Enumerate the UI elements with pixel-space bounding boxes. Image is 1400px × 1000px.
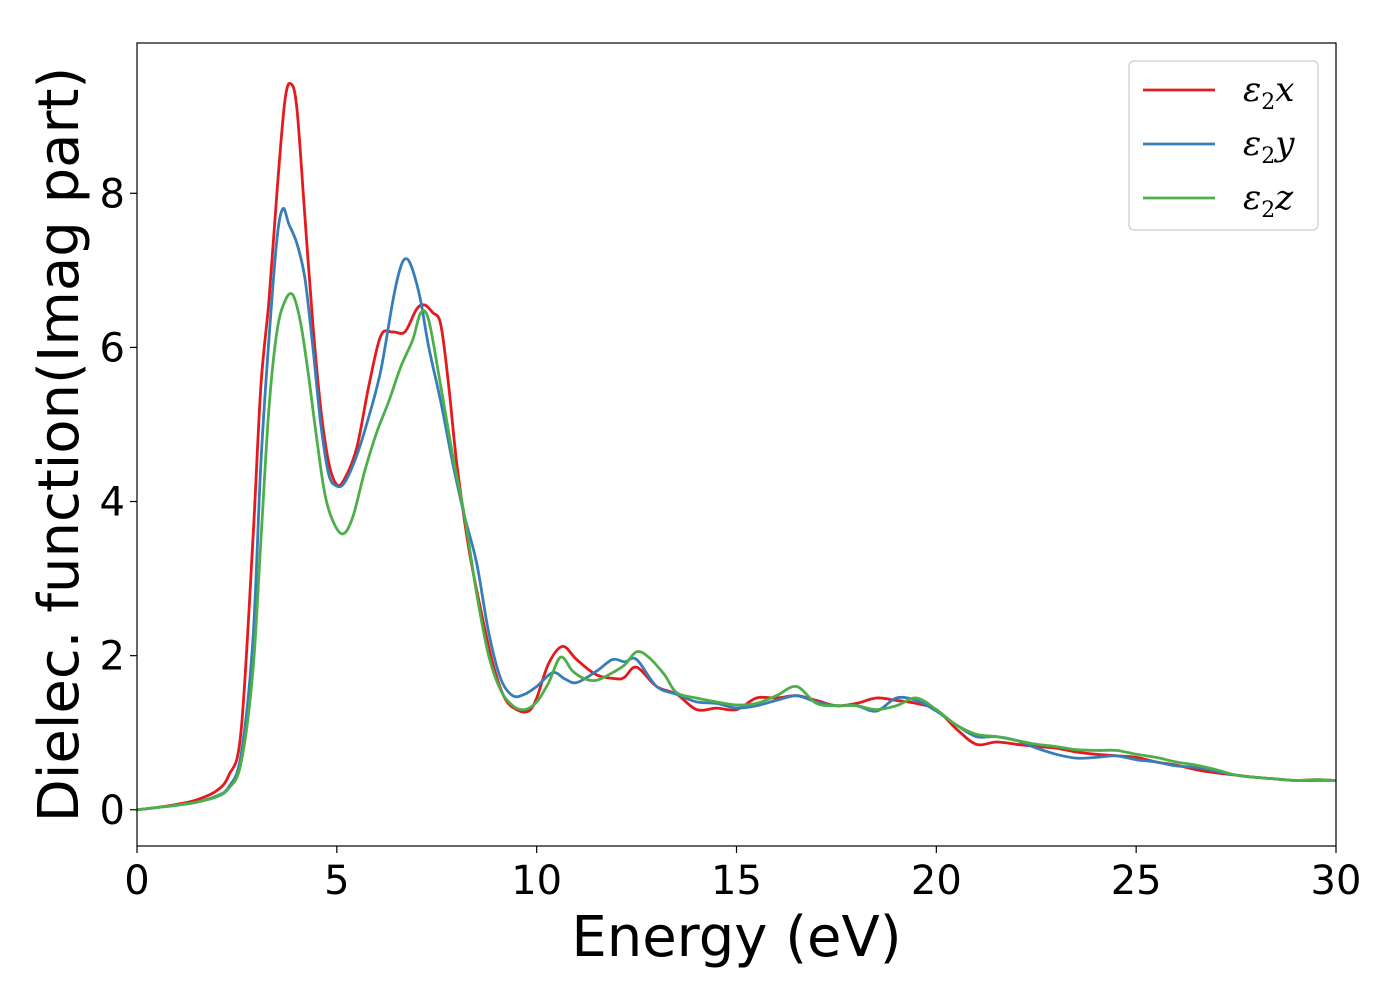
legend: ε2x ε2y ε2z [1128,60,1319,231]
series-line-z [136,292,1337,812]
y-tick-label: 4 [100,480,125,526]
x-tick-label: 5 [324,858,349,904]
series-lines [136,81,1337,812]
y-tick-label: 0 [100,788,125,834]
x-tick-label: 15 [711,858,762,904]
y-tick-label: 6 [100,325,125,371]
legend-box [1128,60,1319,231]
series-line-x [136,81,1337,812]
x-axis-title: Energy (eV) [571,905,901,970]
y-tick-label: 8 [100,171,125,217]
y-tick-label: 2 [100,634,125,680]
x-tick-label: 0 [124,858,149,904]
x-tick-label: 10 [511,858,562,904]
legend-label-x: ε2x [1243,70,1294,115]
legend-label-y: ε2y [1243,124,1295,169]
x-tick-label: 30 [1311,858,1362,904]
series-line-y [136,206,1336,812]
axis-ticks: 0 5 10 15 20 25 30 0 2 4 6 8 [100,171,1362,904]
legend-label-z: ε2z [1243,178,1294,223]
x-tick-label: 25 [1111,858,1162,904]
x-tick-label: 20 [911,858,962,904]
y-axis-title: Dielec. function(Imag part) [27,67,92,823]
